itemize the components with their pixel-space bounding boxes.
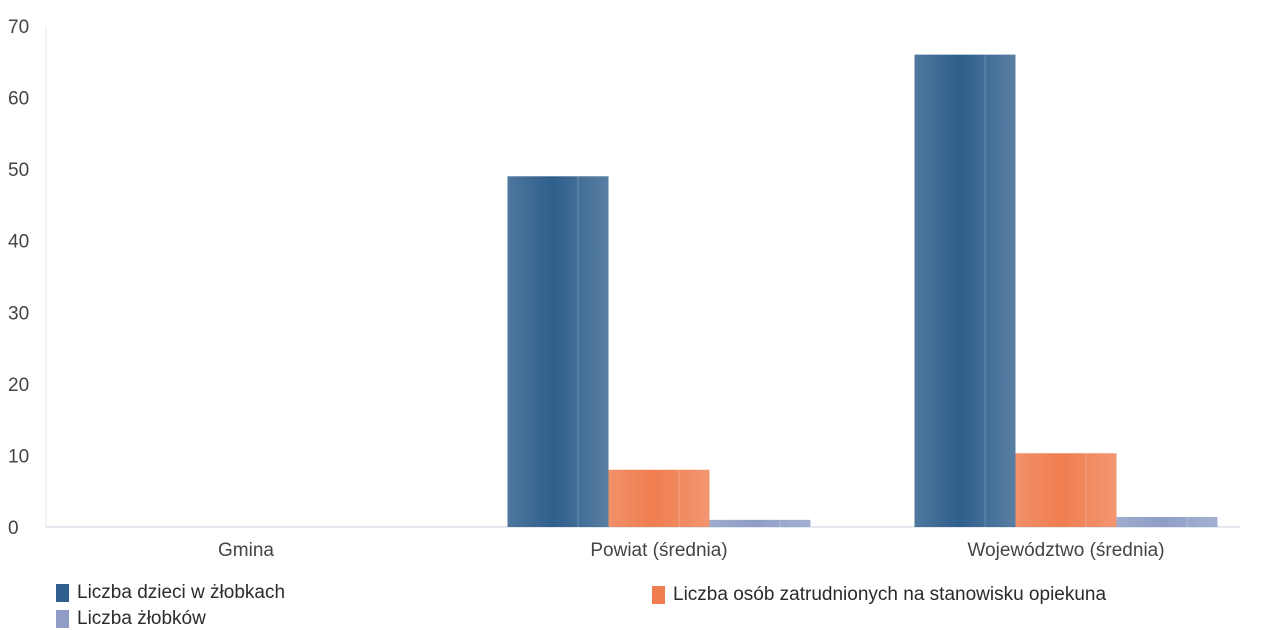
- legend-label-nurseries: Liczba żłobków: [77, 608, 206, 629]
- x-tick-label: Powiat (średnia): [590, 540, 727, 561]
- bar-caregivers-1: [608, 469, 710, 527]
- legend-swatch-nurseries: [56, 610, 69, 628]
- legend-item-children: Liczba dzieci w żłobkach: [56, 582, 285, 604]
- y-tick-label: 0: [8, 518, 19, 539]
- legend-label-children: Liczba dzieci w żłobkach: [77, 582, 286, 603]
- bar-nurseries-1: [709, 519, 811, 527]
- y-tick-label: 50: [8, 160, 29, 181]
- y-axis: 0 10 20 30 40 50 60 70: [8, 17, 47, 539]
- legend-label-caregivers: Liczba osób zatrudnionych na stanowisku …: [673, 584, 1107, 605]
- bar-children-1: [507, 176, 609, 528]
- x-tick-label: Województwo (średnia): [967, 540, 1164, 561]
- x-tick-label: Gmina: [218, 540, 274, 561]
- bar-nurseries-2: [1116, 516, 1218, 527]
- bar-children-2: [914, 54, 1016, 527]
- x-axis: Gmina Powiat (średnia) Województwo (średni…: [46, 526, 1240, 561]
- y-tick-label: 10: [8, 446, 29, 467]
- bars: [507, 54, 1218, 528]
- legend-item-nurseries: Liczba żłobków: [56, 608, 206, 630]
- y-tick-label: 20: [8, 375, 29, 396]
- legend-swatch-children: [56, 584, 69, 602]
- legend-swatch-caregivers: [652, 586, 665, 604]
- y-tick-label: 40: [8, 232, 29, 253]
- legend-item-caregivers: Liczba osób zatrudnionych na stanowisku …: [652, 584, 1106, 606]
- y-tick-label: 30: [8, 303, 29, 324]
- y-tick-label: 70: [8, 17, 29, 38]
- bar-caregivers-2: [1015, 453, 1117, 527]
- y-tick-label: 60: [8, 89, 29, 110]
